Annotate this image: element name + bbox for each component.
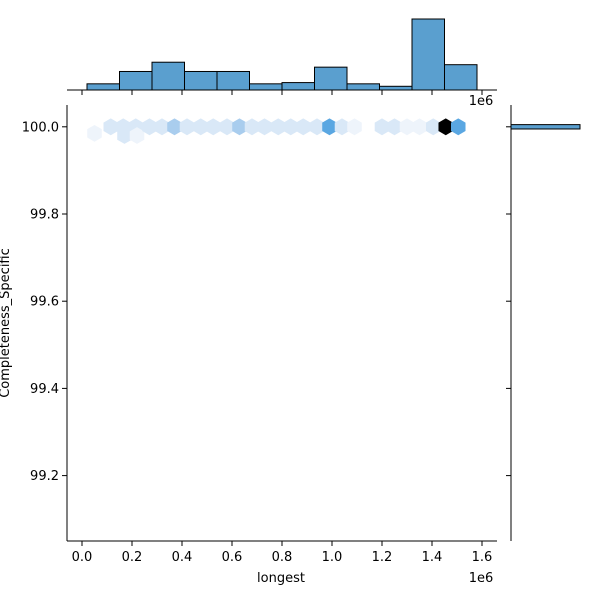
- x-offset-label: 1e6: [469, 571, 494, 586]
- top-hist-offset-label: 1e6: [469, 94, 494, 109]
- hexbin-cell: [244, 118, 260, 136]
- y-tick-label: 100.0: [22, 120, 59, 135]
- hexbin-cell: [87, 124, 102, 142]
- hexbin-plot-area: [87, 118, 466, 144]
- hexbin-cell: [295, 118, 311, 136]
- hexbin-cell: [347, 118, 362, 136]
- top-histogram-bar: [346, 83, 380, 91]
- x-tick-label: 1.6: [472, 550, 493, 565]
- hexbin-cell: [179, 118, 195, 136]
- top-histogram-bar: [86, 83, 120, 91]
- top-histogram-bar: [281, 82, 315, 91]
- axes: 0.0 0.2 0.4 0.6 0.8 1.0 1.2 1.4 1.6 99.2 99.4 99.6 9…: [22, 105, 497, 565]
- y-tick-label: 99.4: [30, 382, 59, 397]
- hexbin-cell: [334, 118, 350, 136]
- top-marginal-histogram: [67, 18, 497, 95]
- hexbin-cell: [257, 118, 272, 136]
- hexbin-cell: [205, 118, 221, 136]
- x-axis-label: longest: [257, 571, 305, 586]
- x-tick-label: 1.4: [422, 550, 443, 565]
- x-tick-label: 1.0: [322, 550, 343, 565]
- right-marginal-histogram: [506, 105, 581, 541]
- top-histogram-bar: [151, 61, 185, 91]
- hexbin-cell: [425, 118, 441, 136]
- top-histogram-bar: [411, 18, 445, 91]
- y-tick-label: 99.6: [30, 295, 59, 310]
- hexbin-cell: [412, 118, 427, 136]
- x-tick-label: 0.8: [272, 550, 293, 565]
- top-histogram-bar: [119, 70, 153, 91]
- x-tick-label: 0.2: [122, 550, 143, 565]
- y-tick-label: 99.8: [30, 208, 59, 223]
- hexbin-cell: [167, 118, 182, 136]
- top-histogram-bar: [216, 70, 250, 91]
- hexbin-cell: [232, 118, 247, 136]
- top-histogram-bar: [379, 85, 413, 91]
- hexbin-cell: [322, 118, 337, 136]
- hexbin-cell: [219, 118, 235, 136]
- top-histogram-bar: [249, 83, 283, 91]
- hexbin-cell: [387, 118, 402, 136]
- hexbin-cell: [374, 118, 390, 136]
- hexbin-cell: [103, 118, 119, 136]
- hexbin-cell: [283, 118, 299, 136]
- hexbin-cell: [154, 118, 170, 136]
- hexbin-cell: [142, 118, 157, 136]
- top-histogram-bar: [314, 66, 348, 91]
- x-tick-label: 1.2: [372, 550, 393, 565]
- hexbin-cell: [129, 127, 145, 144]
- hexbin-cell: [309, 118, 325, 136]
- x-tick-label: 0.0: [72, 550, 93, 565]
- hexbin-cell: [270, 118, 286, 136]
- y-axis-label: Completeness_Specific: [0, 248, 13, 398]
- x-tick-label: 0.4: [172, 550, 193, 565]
- hexbin-cell: [438, 118, 454, 136]
- x-tick-label: 0.6: [222, 550, 243, 565]
- top-histogram-bar: [444, 64, 478, 91]
- hexbin-cell: [399, 118, 415, 136]
- top-histogram-bar: [184, 70, 218, 91]
- hexbin-cell: [117, 127, 132, 144]
- right-histogram-bar: [510, 124, 581, 130]
- y-tick-label: 99.2: [30, 469, 59, 484]
- hexbin-cell: [450, 118, 466, 136]
- hexbin-cell: [193, 118, 209, 136]
